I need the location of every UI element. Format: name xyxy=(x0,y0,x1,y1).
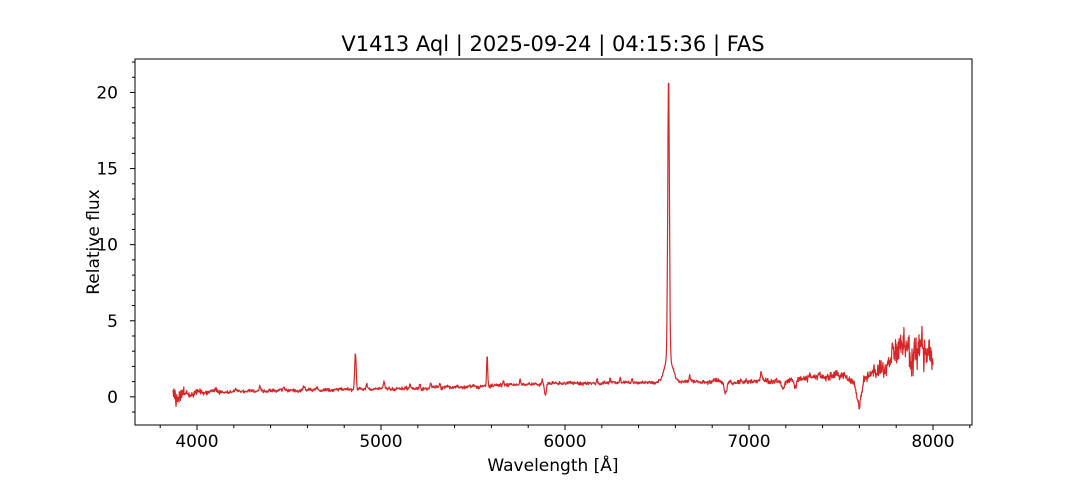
y-tick-label: 10 xyxy=(96,236,118,256)
y-tick-label: 5 xyxy=(107,312,118,332)
y-tick-label: 0 xyxy=(107,388,118,408)
y-tick-label: 15 xyxy=(96,160,118,180)
x-tick-label: 8000 xyxy=(911,432,954,452)
spectrum-line xyxy=(172,82,934,410)
x-tick-label: 7000 xyxy=(727,432,770,452)
axis-tick-labels: 4000 5000 6000 7000 8000 0 5 10 15 20 xyxy=(96,83,954,452)
chart-title: V1413 Aql | 2025-09-24 | 04:15:36 | FAS xyxy=(341,32,764,57)
x-tick-label: 6000 xyxy=(543,432,586,452)
x-tick-label: 4000 xyxy=(175,432,218,452)
x-tick-label: 5000 xyxy=(359,432,402,452)
plot-frame xyxy=(134,58,973,426)
x-axis-label: Wavelength [Å] xyxy=(487,454,618,476)
y-axis-label: Relative flux xyxy=(84,189,104,295)
y-tick-label: 20 xyxy=(96,83,118,103)
